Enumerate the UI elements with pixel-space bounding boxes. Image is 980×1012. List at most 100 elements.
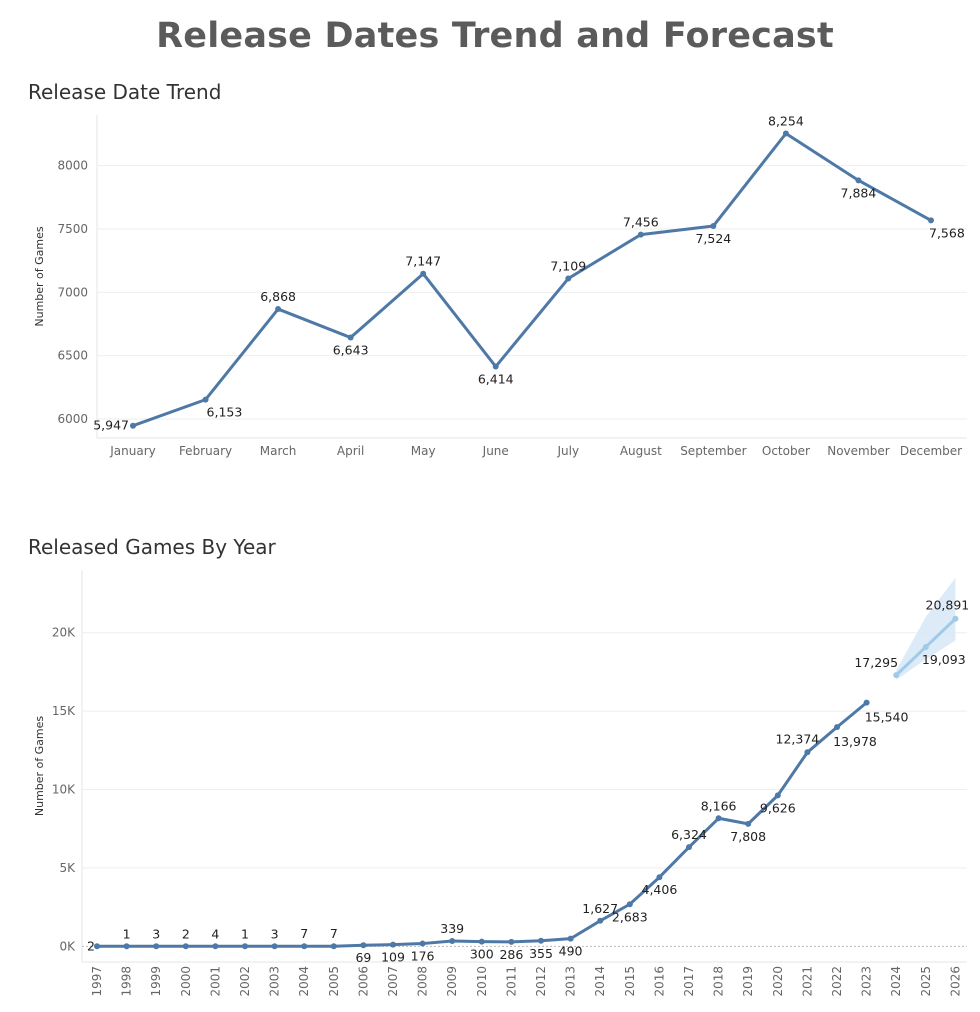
data-point	[656, 874, 663, 881]
data-point	[686, 844, 692, 851]
data-point	[123, 943, 130, 950]
y-tick-label: 5K	[59, 861, 76, 875]
x-tick-label: 1998	[120, 966, 134, 997]
y-tick-label: 0K	[59, 939, 76, 953]
data-point	[508, 938, 515, 945]
y-tick-label: 6000	[57, 412, 88, 426]
data-label: 15,540	[865, 710, 909, 725]
data-label: 2	[87, 938, 95, 953]
data-label: 6,153	[207, 405, 243, 420]
series-line	[132, 131, 932, 428]
y-tick-label: 7000	[57, 285, 88, 299]
x-tick-label: 2019	[741, 966, 755, 997]
data-point	[863, 699, 870, 706]
data-point	[855, 177, 862, 184]
data-point	[492, 363, 499, 370]
data-label: 1,627	[582, 901, 618, 916]
data-label: 7,808	[730, 829, 766, 844]
data-point	[567, 935, 574, 942]
data-label: 8,166	[701, 798, 737, 813]
x-tick-label: 2010	[475, 966, 489, 997]
y-axis-label: Number of Games	[33, 226, 46, 327]
x-tick-label: December	[900, 444, 962, 458]
x-tick-label: 2000	[179, 966, 193, 997]
data-label: 1	[123, 926, 131, 941]
data-label: 7,109	[550, 259, 586, 274]
data-point	[347, 334, 354, 341]
data-point	[182, 943, 189, 950]
chart-title-released-games-by-year: Released Games By Year	[28, 535, 276, 559]
y-axis-label: Number of Games	[33, 716, 46, 817]
forecast-data-label: 17,295	[854, 655, 898, 670]
x-tick-label: 2003	[268, 966, 282, 997]
data-point	[710, 222, 717, 229]
data-point	[538, 937, 544, 944]
data-label: 7	[330, 926, 338, 941]
data-label: 7,456	[623, 215, 659, 230]
x-tick-label: 2012	[534, 966, 548, 997]
x-tick-label: 2014	[593, 966, 607, 997]
y-tick-label: 15K	[52, 704, 76, 718]
forecast-point	[952, 615, 959, 622]
data-label: 2,683	[612, 909, 648, 924]
data-label: 7,568	[929, 225, 965, 240]
y-tick-label: 8000	[57, 159, 88, 173]
data-point	[390, 941, 396, 948]
chart-title-release-date-trend: Release Date Trend	[28, 80, 222, 104]
forecast-data-label: 19,093	[922, 652, 966, 667]
x-tick-label: June	[482, 444, 509, 458]
data-label: 176	[411, 949, 435, 964]
data-point	[626, 901, 633, 908]
y-tick-label: 6500	[57, 349, 88, 363]
x-tick-label: April	[337, 444, 364, 458]
data-label: 300	[470, 947, 494, 962]
x-tick-label: October	[762, 444, 810, 458]
x-tick-label: 2013	[564, 966, 578, 997]
x-tick-label: 1997	[90, 966, 104, 997]
data-point	[928, 217, 934, 224]
data-label: 5,947	[93, 418, 129, 433]
x-tick-label: November	[827, 444, 889, 458]
x-tick-label: 2001	[208, 966, 222, 997]
y-tick-label: 20K	[52, 626, 76, 640]
series-line	[96, 701, 868, 948]
x-tick-label: 2024	[889, 966, 903, 997]
data-label: 9,626	[760, 800, 796, 815]
forecast-point	[922, 643, 929, 650]
data-label: 7,884	[841, 185, 877, 200]
data-label: 12,374	[776, 731, 820, 746]
forecast-band	[896, 577, 956, 680]
data-point	[301, 943, 308, 950]
x-tick-label: 2020	[771, 966, 785, 997]
x-tick-label: September	[680, 444, 746, 458]
data-point	[419, 940, 426, 947]
x-tick-label: 1999	[149, 966, 163, 997]
data-point	[804, 749, 811, 756]
data-label: 4	[211, 926, 219, 941]
data-point	[715, 815, 722, 822]
data-point	[212, 943, 219, 950]
x-tick-label: February	[179, 444, 232, 458]
data-label: 69	[355, 950, 371, 965]
data-point	[478, 938, 485, 945]
data-point	[420, 270, 427, 277]
data-point	[242, 943, 248, 950]
page-title: Release Dates Trend and Forecast	[156, 16, 834, 56]
x-tick-label: 2022	[830, 966, 844, 997]
data-point	[202, 396, 209, 403]
data-label: 6,414	[478, 372, 514, 387]
data-point	[130, 422, 136, 429]
x-tick-label: 2007	[386, 966, 400, 997]
data-label: 3	[271, 926, 279, 941]
x-tick-label: 2015	[623, 966, 637, 997]
forecast-point	[893, 672, 900, 679]
data-label: 1	[241, 926, 249, 941]
data-label: 286	[499, 947, 523, 962]
x-tick-label: 2017	[682, 966, 696, 997]
x-tick-label: 2025	[919, 966, 933, 997]
x-tick-label: January	[109, 444, 156, 458]
data-label: 2	[182, 926, 190, 941]
forecast-data-label: 20,891	[926, 598, 970, 613]
data-point	[597, 917, 604, 924]
